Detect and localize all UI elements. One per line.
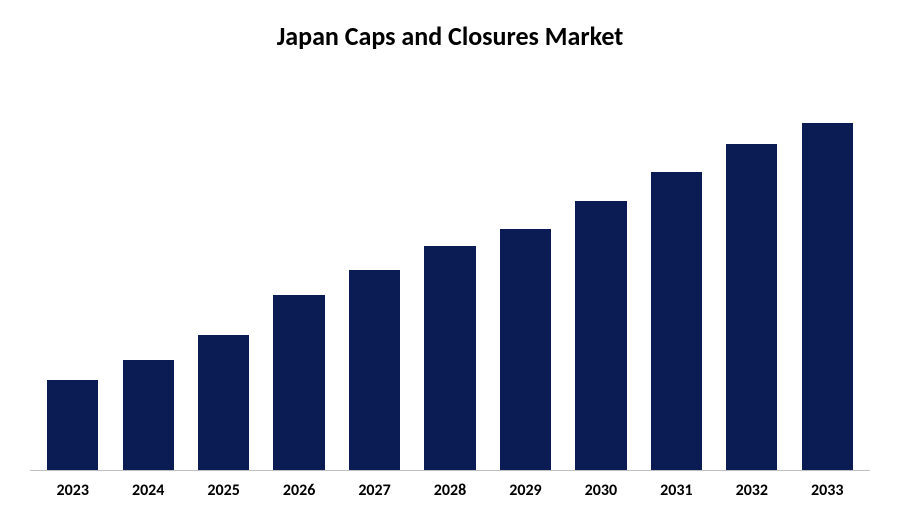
x-axis-label: 2029 — [488, 481, 563, 500]
x-axis-label: 2033 — [790, 481, 865, 500]
bar — [500, 229, 551, 470]
plot-area — [30, 62, 870, 471]
bar — [575, 201, 626, 470]
bar-group — [35, 62, 110, 470]
x-axis-label: 2026 — [261, 481, 336, 500]
bar — [424, 246, 475, 470]
bar — [349, 270, 400, 470]
bar-group — [563, 62, 638, 470]
bar-group — [639, 62, 714, 470]
bar — [273, 295, 324, 470]
bar-group — [790, 62, 865, 470]
bar-group — [714, 62, 789, 470]
x-axis-label: 2025 — [186, 481, 261, 500]
bar — [123, 360, 174, 470]
bar — [726, 144, 777, 470]
bar-group — [337, 62, 412, 470]
x-axis-label: 2027 — [337, 481, 412, 500]
x-axis-label: 2032 — [714, 481, 789, 500]
bar-group — [186, 62, 261, 470]
bar — [47, 380, 98, 470]
x-axis-label: 2028 — [412, 481, 487, 500]
bar-group — [110, 62, 185, 470]
x-axis-label: 2023 — [35, 481, 110, 500]
bar-group — [261, 62, 336, 470]
bar-group — [488, 62, 563, 470]
x-axis-label: 2024 — [110, 481, 185, 500]
bar-chart: Japan Caps and Closures Market 202320242… — [0, 0, 900, 525]
bar — [651, 172, 702, 470]
bar-group — [412, 62, 487, 470]
chart-title: Japan Caps and Closures Market — [30, 20, 870, 52]
bar — [802, 123, 853, 470]
bar — [198, 335, 249, 470]
x-axis-label: 2030 — [563, 481, 638, 500]
x-axis-labels: 2023202420252026202720282029203020312032… — [30, 471, 870, 500]
x-axis-label: 2031 — [639, 481, 714, 500]
